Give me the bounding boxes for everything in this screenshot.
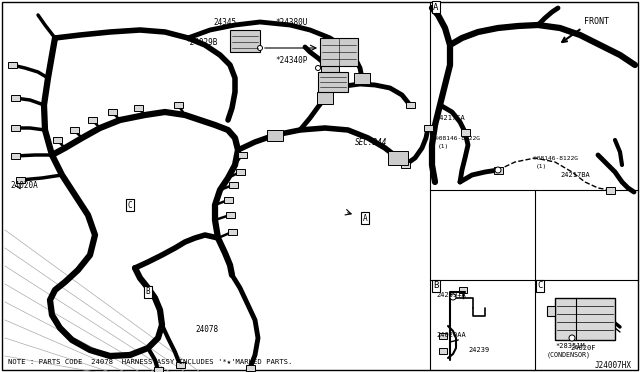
Circle shape [450,294,456,300]
Bar [88,117,97,123]
Bar [267,129,283,141]
Text: *24380U: *24380U [276,17,308,26]
Bar [317,92,333,104]
Text: A: A [433,3,438,12]
Bar [10,153,19,159]
Text: (CONDENSOR): (CONDENSOR) [547,352,591,358]
Bar [321,65,339,78]
Text: NOTE : PARTS CODE  24078  HARNESS ASSY INCLUDES '*★'MARKED PARTS.: NOTE : PARTS CODE 24078 HARNESS ASSY INC… [8,359,292,365]
Bar [461,128,470,135]
Bar [246,365,255,371]
Text: B: B [433,282,438,291]
Bar [228,182,237,188]
Text: SEC.244: SEC.244 [355,138,387,147]
Text: 24020A: 24020A [10,180,38,189]
Text: C: C [128,201,132,209]
Circle shape [569,335,575,341]
Bar [493,167,502,173]
Bar [605,186,614,193]
Circle shape [257,45,262,51]
Bar [236,169,244,175]
Bar [8,62,17,68]
Bar [108,109,116,115]
Bar [70,127,79,133]
Text: (1): (1) [438,144,449,148]
Bar [237,152,246,158]
Bar [10,125,19,131]
Text: B: B [146,288,150,296]
Text: 24078: 24078 [195,326,218,334]
Bar [547,306,555,316]
Text: 24020F: 24020F [570,345,595,351]
Bar [223,197,232,203]
Bar [401,162,410,168]
Bar [555,298,615,340]
Bar [134,105,143,111]
Bar [227,229,237,235]
Bar [225,212,234,218]
Bar [439,348,447,354]
Text: ®08146-8122G: ®08146-8122G [435,135,480,141]
Text: *28351M: *28351M [555,343,585,349]
Text: ®08146-8122G: ®08146-8122G [533,155,578,160]
Text: 24239+A: 24239+A [436,292,466,298]
Bar [354,73,370,83]
Text: 24239: 24239 [468,347,489,353]
Text: A: A [363,214,367,222]
Bar [406,102,415,108]
Text: (1): (1) [536,164,547,169]
Bar [154,367,163,372]
Bar [175,362,184,368]
Bar [15,177,24,183]
Text: *24340P: *24340P [276,55,308,64]
Bar [439,333,447,339]
Bar [10,95,19,101]
Text: J24007HX: J24007HX [595,360,632,369]
Text: FRONT: FRONT [584,17,609,26]
Bar [459,287,467,293]
Bar [424,125,433,131]
Bar [318,72,348,92]
Bar [388,151,408,165]
Text: 24217BA: 24217BA [560,172,589,178]
Text: C: C [538,282,543,291]
Bar [230,30,260,52]
Bar [320,38,358,66]
Bar [173,102,182,108]
Text: 24020AA: 24020AA [436,332,466,338]
Circle shape [495,167,501,173]
Text: 24217CA: 24217CA [435,115,465,121]
Text: 24345: 24345 [213,17,236,26]
Circle shape [316,65,321,71]
Bar [52,137,61,143]
Text: *24029B: *24029B [185,38,218,46]
